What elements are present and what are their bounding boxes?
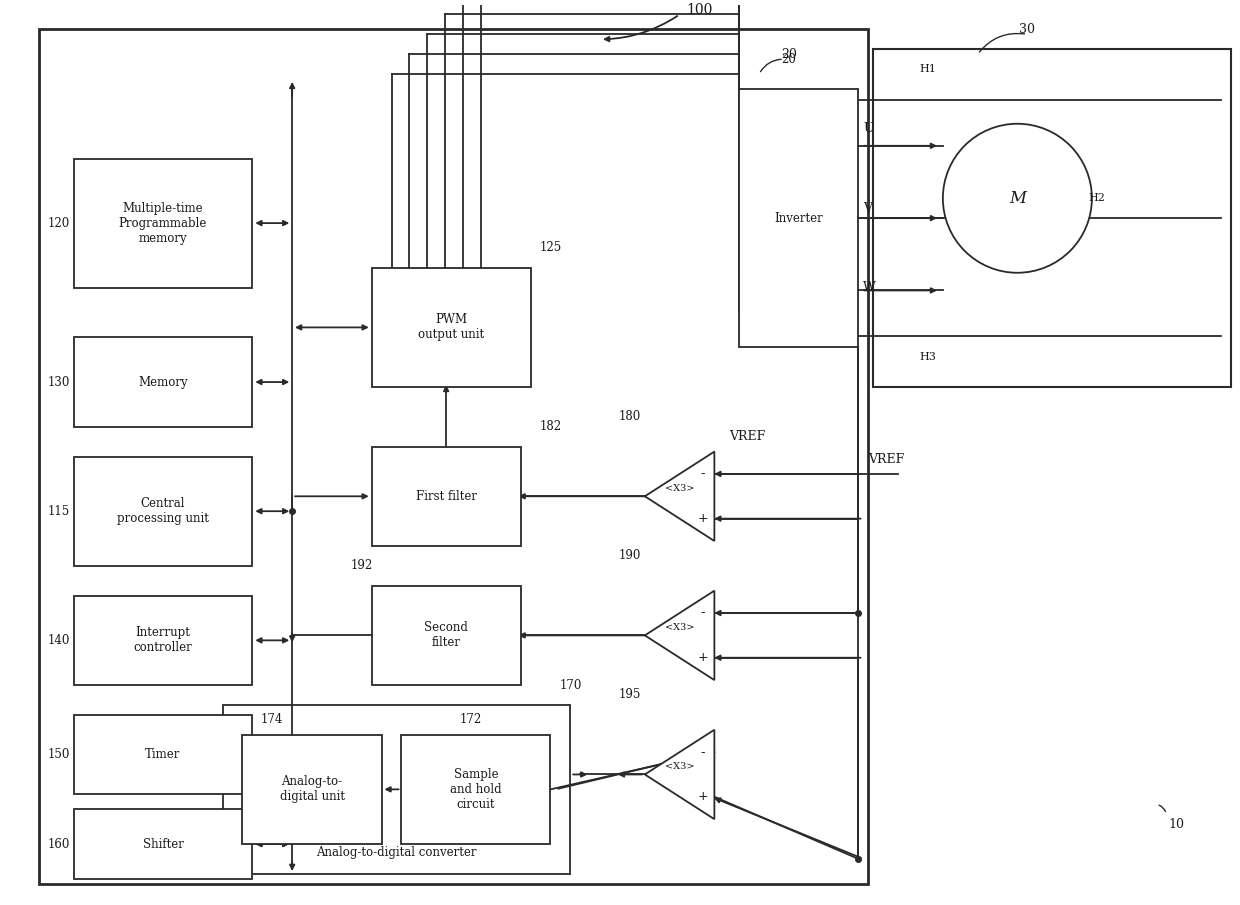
Text: +: + (697, 790, 708, 804)
Polygon shape (645, 452, 714, 541)
Text: 174: 174 (262, 713, 284, 727)
Text: Second
filter: Second filter (424, 622, 467, 650)
Text: 10: 10 (1168, 817, 1184, 831)
Text: <X3>: <X3> (665, 484, 694, 493)
Text: W: W (863, 281, 877, 294)
Polygon shape (645, 729, 714, 819)
Text: 20: 20 (781, 52, 796, 66)
Text: 120: 120 (47, 216, 69, 230)
Text: H2: H2 (1089, 194, 1105, 204)
Bar (372, 447, 521, 546)
Text: Memory: Memory (138, 376, 187, 388)
Text: V: V (863, 202, 873, 214)
Text: <X3>: <X3> (665, 623, 694, 632)
Text: Timer: Timer (145, 748, 181, 761)
Text: 192: 192 (351, 559, 373, 572)
Text: 140: 140 (47, 634, 69, 647)
Text: 30: 30 (1019, 23, 1035, 36)
Text: +: + (697, 652, 708, 664)
Bar (402, 735, 551, 844)
Text: VREF: VREF (868, 452, 905, 465)
Text: M: M (1009, 190, 1025, 206)
Bar (73, 456, 253, 566)
Text: -: - (701, 746, 704, 758)
Bar (38, 29, 868, 884)
Text: 170: 170 (559, 679, 582, 691)
Text: Analog-to-digital converter: Analog-to-digital converter (316, 846, 476, 859)
Text: 160: 160 (47, 837, 69, 851)
Bar (73, 715, 253, 795)
Text: 100: 100 (686, 3, 713, 16)
Text: 172: 172 (460, 713, 482, 727)
Text: H3: H3 (920, 352, 936, 362)
Text: Inverter: Inverter (775, 212, 823, 224)
Text: H1: H1 (920, 64, 936, 74)
Circle shape (942, 124, 1092, 272)
Bar (873, 49, 1231, 387)
Text: 20: 20 (781, 48, 797, 61)
Text: Central
processing unit: Central processing unit (117, 497, 210, 525)
Polygon shape (645, 591, 714, 680)
Bar (73, 338, 253, 427)
Text: 180: 180 (619, 410, 641, 424)
Bar (73, 809, 253, 879)
Text: <X3>: <X3> (665, 762, 694, 771)
Text: Sample
and hold
circuit: Sample and hold circuit (450, 767, 502, 811)
Bar (73, 595, 253, 685)
Text: Shifter: Shifter (143, 837, 184, 851)
Text: 195: 195 (619, 689, 641, 701)
Text: Multiple-time
Programmable
memory: Multiple-time Programmable memory (119, 202, 207, 244)
Text: 115: 115 (47, 505, 69, 518)
Text: Analog-to-
digital unit: Analog-to- digital unit (279, 776, 345, 804)
Bar (73, 158, 253, 288)
Text: 190: 190 (619, 549, 641, 562)
Text: PWM
output unit: PWM output unit (418, 313, 484, 341)
Text: +: + (697, 512, 708, 525)
Bar (372, 586, 521, 685)
Bar (372, 268, 531, 387)
Text: 125: 125 (539, 242, 562, 254)
Text: -: - (701, 606, 704, 620)
Text: First filter: First filter (415, 490, 476, 503)
Text: -: - (701, 468, 704, 481)
Text: VREF: VREF (729, 430, 765, 443)
Bar (243, 735, 382, 844)
Bar (223, 705, 570, 874)
Text: Interrupt
controller: Interrupt controller (134, 626, 192, 654)
Text: U: U (863, 122, 874, 135)
Bar (739, 89, 858, 348)
Text: 130: 130 (47, 376, 69, 388)
Text: 182: 182 (539, 420, 562, 433)
Text: 150: 150 (47, 748, 69, 761)
